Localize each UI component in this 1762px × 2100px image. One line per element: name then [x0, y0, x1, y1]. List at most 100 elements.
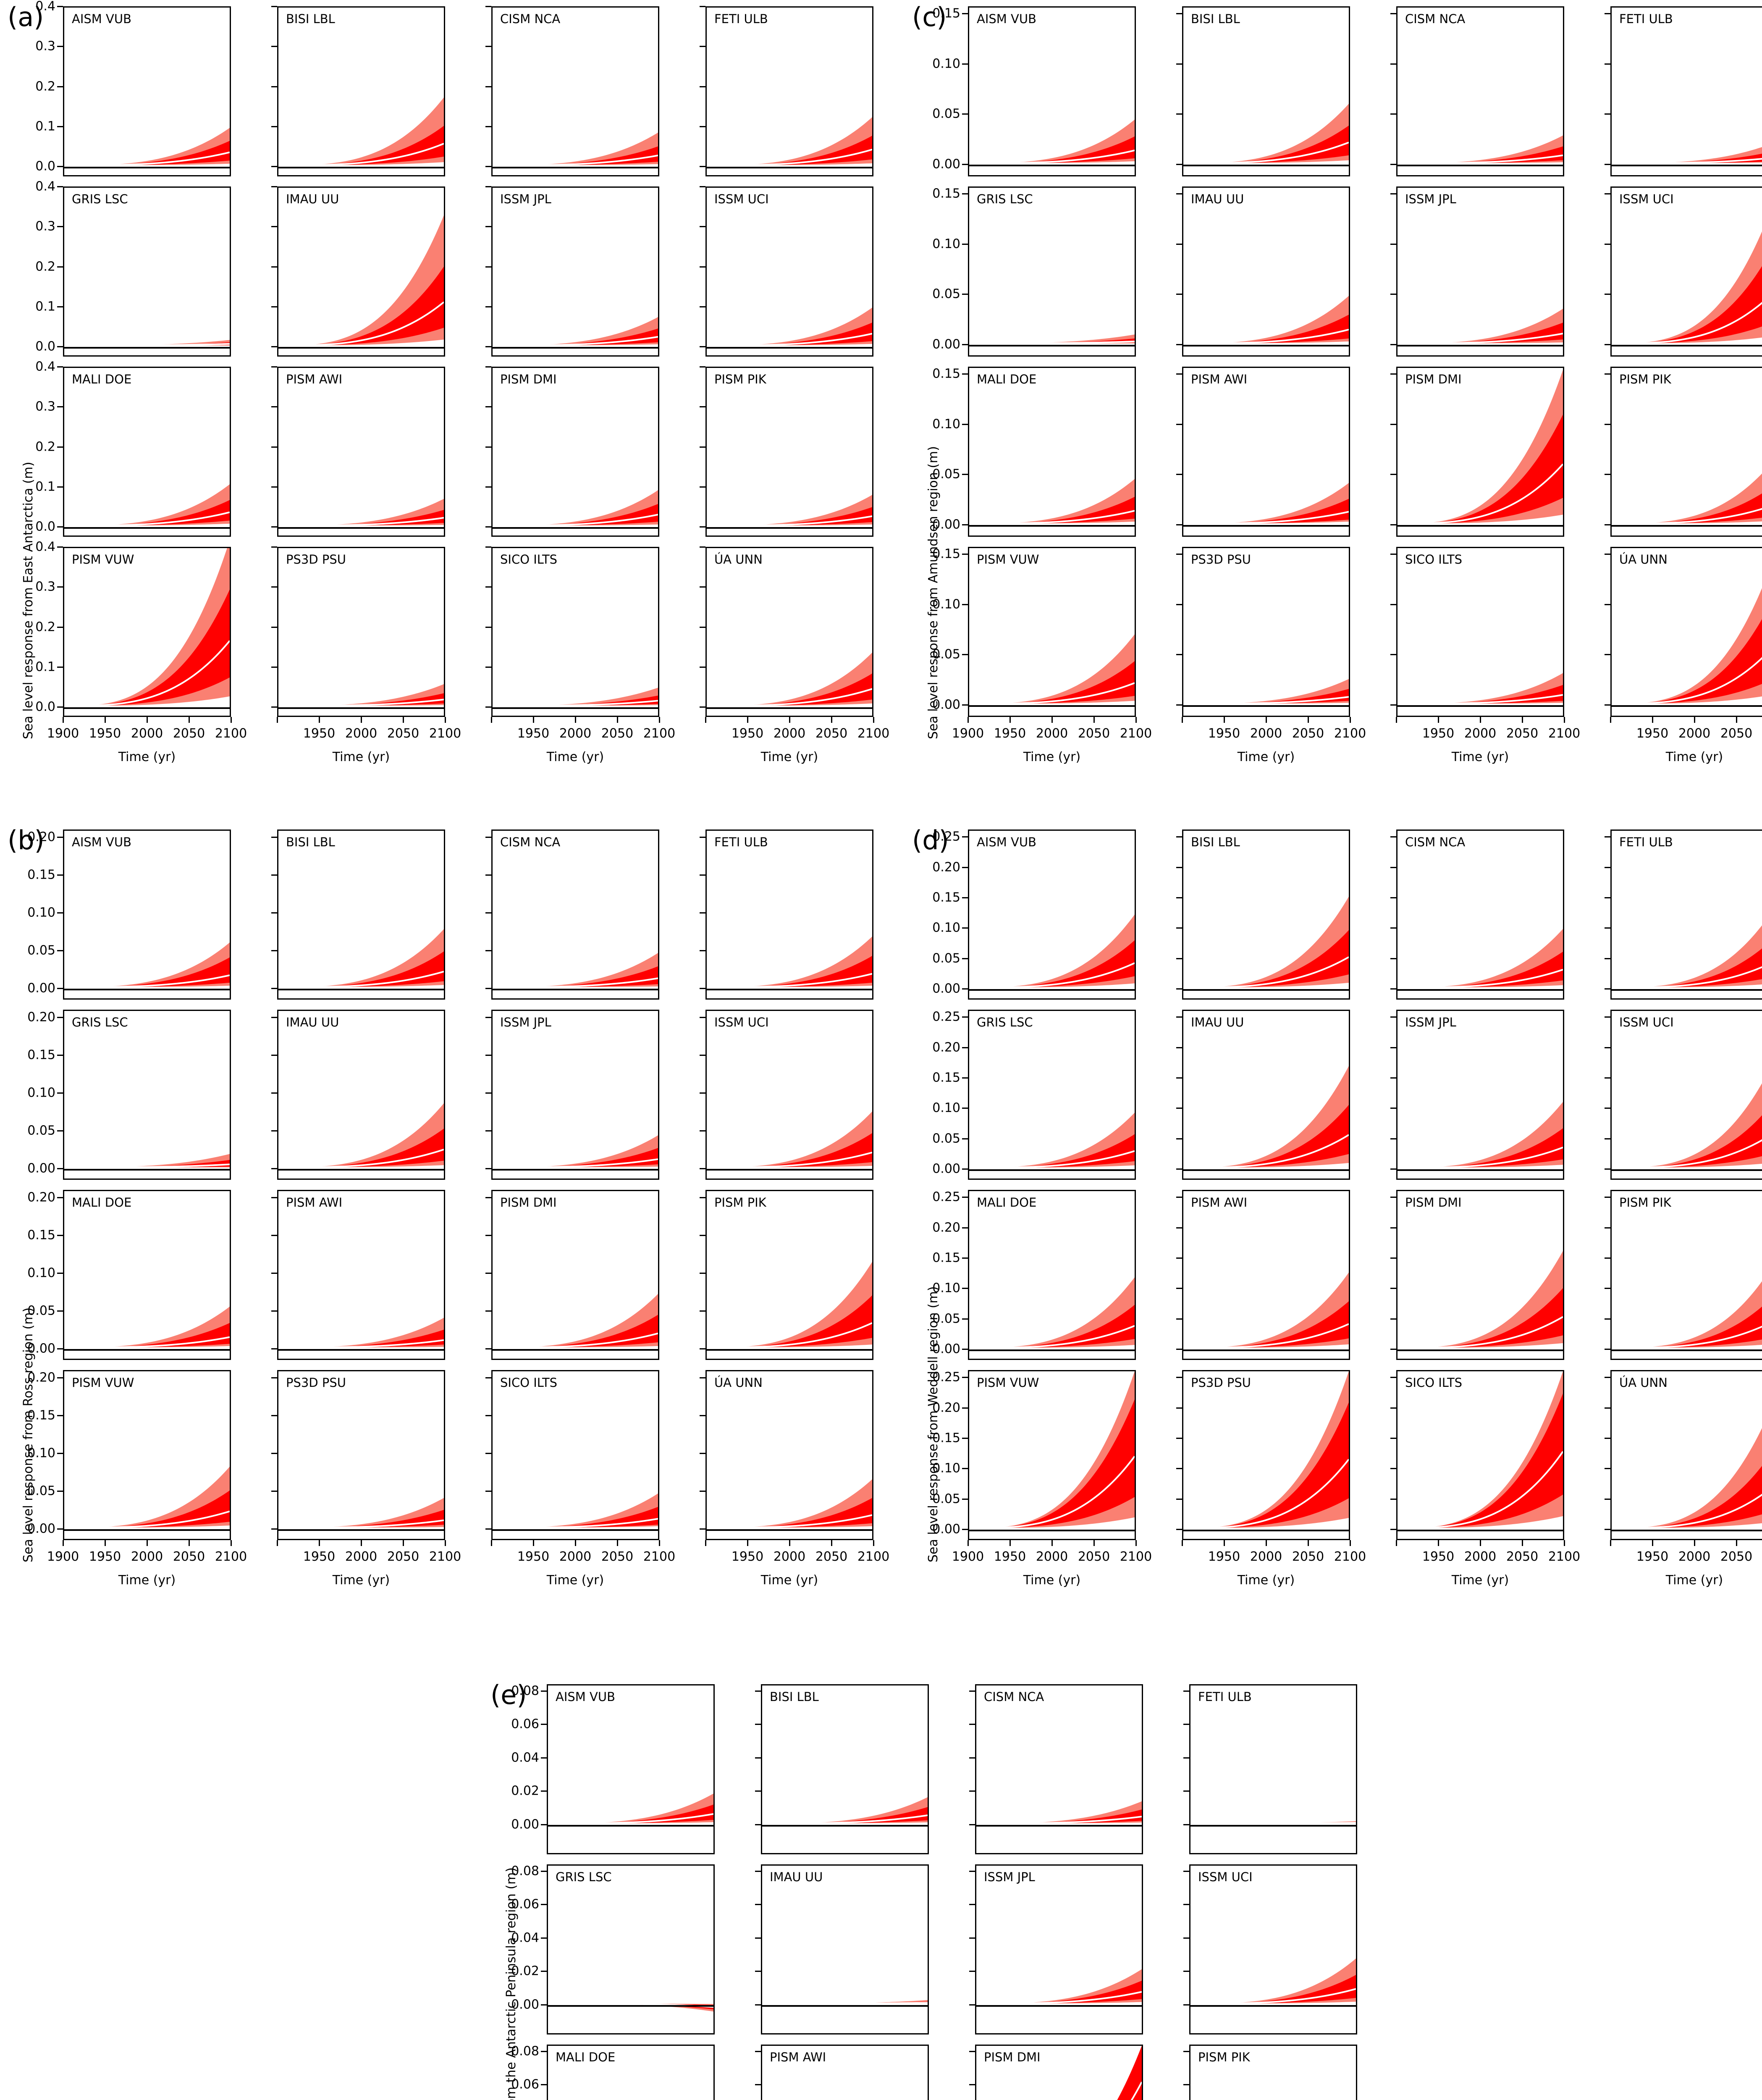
y-tick-mark: [271, 1528, 277, 1530]
y-tick-label: 0.02: [511, 1783, 539, 1798]
y-tick-mark: [962, 243, 968, 245]
y-tick-mark: [485, 1055, 491, 1056]
x-tick-mark: [445, 717, 446, 723]
subplot-title: FETI ULB: [714, 12, 768, 26]
likely-range-band: [1183, 125, 1349, 163]
subplot-b-imau-uu: IMAU UU: [277, 1010, 445, 1180]
zero-baseline: [278, 1169, 444, 1171]
y-tick-mark: [57, 1453, 63, 1454]
x-tick-label: 1900: [952, 726, 984, 741]
x-axis-label: Time (yr): [332, 750, 390, 764]
subplot-title: CISM NCA: [984, 1690, 1044, 1704]
zero-baseline: [1398, 705, 1563, 707]
y-tick-mark: [1390, 836, 1396, 838]
x-tick-label: 1950: [994, 726, 1026, 741]
y-tick-mark: [57, 1197, 63, 1198]
y-tick-mark: [1605, 988, 1610, 990]
axes-frame: MALI DOE: [63, 1190, 231, 1360]
x-tick-mark: [1009, 717, 1011, 723]
y-tick-mark: [962, 1168, 968, 1170]
likely-range-band: [1398, 1288, 1563, 1348]
axes-frame: GRIS LSC: [63, 186, 231, 357]
subplot-c-pism-vuw: PISM VUW: [968, 547, 1136, 717]
y-tick-mark: [962, 1108, 968, 1109]
y-tick-mark: [271, 1017, 277, 1018]
median-line: [1183, 1459, 1349, 1529]
subplot-e-pism-awi: PISM AWI: [761, 2045, 929, 2100]
subplot-c-feti-ulb: FETI ULB: [1610, 6, 1762, 176]
y-tick-mark: [1176, 1108, 1182, 1109]
x-tick-mark: [277, 1540, 278, 1546]
x-tick-label: 2050: [601, 1549, 634, 1564]
median-line: [493, 700, 658, 707]
y-tick-mark: [700, 166, 705, 168]
y-tick-mark: [271, 346, 277, 348]
x-tick-label: 1900: [952, 1549, 984, 1564]
axes-frame: PS3D PSU: [1182, 547, 1350, 717]
likely-range-band: [969, 940, 1135, 988]
y-tick-label: 0.00: [932, 517, 960, 532]
y-tick-mark: [1390, 1168, 1396, 1170]
very-likely-range-band: [707, 652, 872, 706]
subplot-title: SICO ILTS: [500, 552, 558, 567]
subplot-e-feti-ulb: FETI ULB: [1189, 1684, 1357, 1854]
y-tick-mark: [57, 1348, 63, 1349]
zero-baseline: [1612, 1349, 1762, 1351]
very-likely-range-band: [493, 317, 658, 346]
median-line: [493, 1518, 658, 1529]
very-likely-range-band: [1183, 679, 1349, 704]
y-tick-mark: [1176, 836, 1182, 838]
subplot-e-issm-uci: ISSM UCI: [1189, 1864, 1357, 2034]
subplot-c-úa-unn: ÚA UNN: [1610, 547, 1762, 717]
y-tick-mark: [485, 546, 491, 548]
y-tick-mark: [57, 306, 63, 307]
likely-range-band: [1612, 1306, 1762, 1348]
zero-baseline: [707, 1169, 872, 1171]
x-tick-label: 1950: [517, 1549, 550, 1564]
zero-baseline: [1612, 705, 1762, 707]
subplot-title: CISM NCA: [1405, 12, 1466, 26]
x-tick-label: 1950: [1636, 1549, 1669, 1564]
y-tick-label: 0.02: [511, 1964, 539, 1979]
very-likely-range-band: [969, 334, 1135, 344]
axes-frame: ISSM JPL: [491, 1010, 659, 1180]
subplot-title: FETI ULB: [714, 835, 768, 849]
y-tick-mark: [1176, 1348, 1182, 1350]
y-tick-mark: [271, 1491, 277, 1492]
very-likely-range-band: [493, 688, 658, 706]
y-tick-mark: [1183, 1824, 1189, 1825]
y-tick-label: 0.3: [35, 399, 55, 414]
zero-baseline: [64, 167, 230, 169]
zero-baseline: [762, 1824, 928, 1827]
zero-baseline: [969, 525, 1135, 527]
y-tick-mark: [700, 1348, 705, 1349]
median-line: [969, 962, 1135, 989]
likely-range-band: [1183, 1105, 1349, 1168]
axes-frame: ÚA UNN: [705, 1370, 873, 1540]
y-tick-mark: [969, 1757, 975, 1759]
x-tick-mark: [1480, 717, 1481, 723]
median-line: [1398, 333, 1563, 344]
y-tick-mark: [1176, 63, 1182, 65]
y-tick-label: 0.05: [932, 106, 960, 121]
y-tick-mark: [57, 1168, 63, 1169]
zero-baseline: [976, 1824, 1142, 1827]
y-tick-mark: [485, 306, 491, 307]
y-tick-mark: [962, 423, 968, 425]
subplot-title: MALI DOE: [556, 2050, 616, 2064]
very-likely-range-band: [64, 1154, 230, 1168]
likely-range-band: [1183, 930, 1349, 988]
axes-frame: CISM NCA: [491, 830, 659, 1000]
very-likely-range-band: [64, 1306, 230, 1348]
zero-baseline: [278, 707, 444, 709]
likely-range-band: [1398, 414, 1563, 524]
subplot-d-cism-nca: CISM NCA: [1396, 830, 1564, 1000]
y-tick-mark: [485, 1092, 491, 1094]
y-tick-mark: [1183, 1937, 1189, 1939]
y-tick-mark: [700, 186, 705, 187]
x-tick-mark: [1610, 1540, 1611, 1546]
subplot-c-gris-lsc: GRIS LSC: [968, 186, 1136, 357]
median-line: [64, 974, 230, 988]
y-tick-mark: [271, 1055, 277, 1056]
y-tick-mark: [1183, 2084, 1189, 2086]
